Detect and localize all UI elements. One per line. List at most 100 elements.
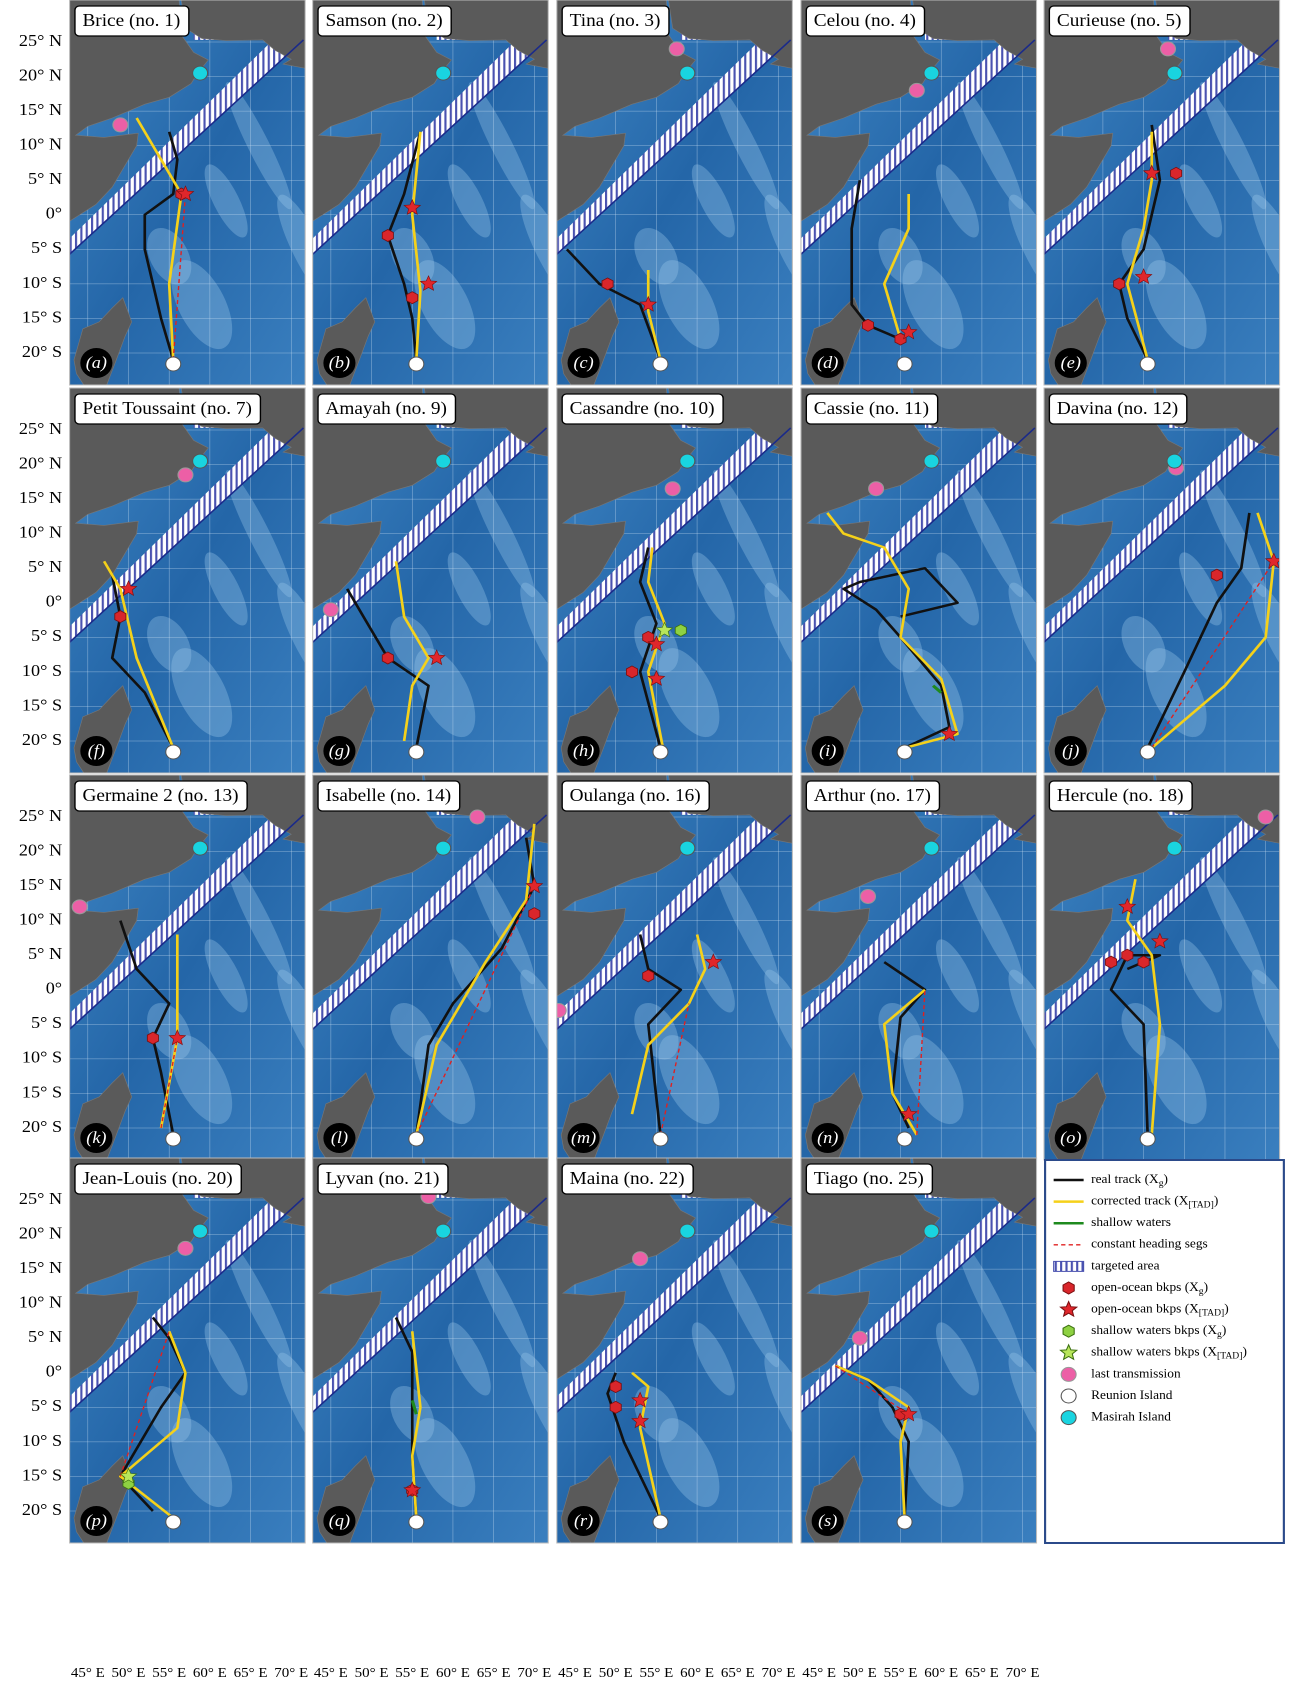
panel-title: Cassie (no. 11) bbox=[814, 399, 929, 419]
panel-title: Oulanga (no. 16) bbox=[570, 786, 701, 806]
legend: real track (Xg)corrected track (X[TAD])s… bbox=[1045, 1160, 1284, 1543]
reunion-island bbox=[166, 1132, 181, 1146]
legend-text: ) bbox=[1214, 1193, 1218, 1207]
reunion-island bbox=[653, 745, 668, 759]
last-transmission bbox=[323, 603, 338, 617]
open-ocean-bkp bbox=[643, 970, 654, 982]
lon-label: 60° E bbox=[193, 1666, 227, 1681]
lat-label: 25° N bbox=[19, 805, 62, 824]
lat-label: 25° N bbox=[19, 418, 62, 437]
reunion-island bbox=[897, 745, 912, 759]
lat-label: 0° bbox=[46, 1361, 62, 1380]
legend-text: real track (X bbox=[1091, 1171, 1159, 1185]
legend-icon bbox=[1054, 1261, 1084, 1271]
lon-label: 65° E bbox=[234, 1666, 268, 1681]
reunion-island bbox=[1140, 1132, 1155, 1146]
legend-text: shallow waters bbox=[1091, 1214, 1171, 1228]
panel-letter: (c) bbox=[573, 352, 593, 371]
masirah-island bbox=[436, 841, 451, 855]
lat-label: 5° N bbox=[28, 557, 62, 576]
lon-label: 60° E bbox=[924, 1666, 958, 1681]
masirah-island bbox=[680, 1224, 695, 1238]
masirah-island bbox=[193, 841, 208, 855]
lon-label: 50° E bbox=[843, 1666, 877, 1681]
lat-label: 10° N bbox=[19, 522, 62, 541]
last-transmission bbox=[113, 118, 128, 132]
panel-letter: (n) bbox=[817, 1127, 838, 1146]
legend-icon bbox=[1063, 1325, 1074, 1337]
lat-label: 20° S bbox=[22, 1116, 62, 1135]
panel-letter: (f) bbox=[88, 740, 105, 759]
legend-text: open-ocean bkps (X bbox=[1091, 1301, 1199, 1315]
panel-letter: (h) bbox=[573, 740, 594, 759]
reunion-island bbox=[166, 745, 181, 759]
panel-letter: (g) bbox=[329, 740, 350, 759]
panel-letter: (o) bbox=[1060, 1127, 1081, 1146]
panel-title: Hercule (no. 18) bbox=[1057, 786, 1184, 806]
legend-text: last transmission bbox=[1091, 1366, 1181, 1380]
panel-letter: (i) bbox=[819, 740, 836, 759]
lat-label: 15° N bbox=[19, 488, 62, 507]
lat-label: 5° S bbox=[31, 1396, 62, 1415]
masirah-island bbox=[1167, 66, 1182, 80]
legend-text: Reunion Island bbox=[1091, 1387, 1173, 1401]
reunion-island bbox=[653, 1132, 668, 1146]
legend-subscript: [TAD] bbox=[1188, 1201, 1213, 1211]
lon-label: 65° E bbox=[721, 1666, 755, 1681]
reunion-island bbox=[653, 1515, 668, 1529]
panel-letter: (p) bbox=[86, 1510, 107, 1529]
lat-label: 5° S bbox=[31, 1013, 62, 1032]
lat-label: 10° S bbox=[22, 1047, 62, 1066]
last-transmission bbox=[869, 482, 884, 496]
legend-label: shallow waters bbox=[1091, 1214, 1171, 1228]
panel-letter: (m) bbox=[571, 1127, 596, 1146]
panel-title: Arthur (no. 17) bbox=[814, 786, 931, 806]
legend-icon bbox=[1061, 1389, 1076, 1403]
lat-label: 0° bbox=[46, 591, 62, 610]
legend-icon bbox=[1063, 1282, 1074, 1294]
reunion-island bbox=[409, 1515, 424, 1529]
last-transmission bbox=[665, 482, 680, 496]
panel-letter: (a) bbox=[86, 352, 107, 371]
masirah-island bbox=[924, 1224, 939, 1238]
lon-label: 45° E bbox=[71, 1666, 105, 1681]
reunion-island bbox=[1140, 745, 1155, 759]
lon-label: 50° E bbox=[599, 1666, 633, 1681]
legend-label: last transmission bbox=[1091, 1366, 1181, 1380]
panel-title: Maina (no. 22) bbox=[570, 1169, 685, 1189]
lat-label: 5° N bbox=[28, 1327, 62, 1346]
legend-text: ) bbox=[1222, 1322, 1226, 1336]
lat-label: 20° N bbox=[19, 453, 62, 472]
open-ocean-bkp bbox=[407, 292, 418, 304]
reunion-island bbox=[409, 1132, 424, 1146]
legend-text: Masirah Island bbox=[1091, 1409, 1171, 1423]
panel-title: Brice (no. 1) bbox=[82, 11, 180, 31]
reunion-island bbox=[166, 357, 181, 371]
open-ocean-bkp bbox=[529, 908, 540, 920]
last-transmission bbox=[669, 42, 684, 56]
panel-title: Samson (no. 2) bbox=[326, 11, 443, 31]
panel-title: Amayah (no. 9) bbox=[326, 399, 447, 419]
reunion-island bbox=[653, 357, 668, 371]
legend-icon bbox=[1061, 1411, 1076, 1425]
lat-label: 25° N bbox=[19, 1188, 62, 1207]
masirah-island bbox=[924, 454, 939, 468]
masirah-island bbox=[436, 1224, 451, 1238]
lon-label: 50° E bbox=[355, 1666, 389, 1681]
masirah-island bbox=[924, 66, 939, 80]
last-transmission bbox=[860, 889, 875, 903]
shallow-bkp bbox=[675, 624, 686, 636]
masirah-island bbox=[1167, 841, 1182, 855]
masirah-island bbox=[193, 66, 208, 80]
open-ocean-bkp bbox=[626, 666, 637, 678]
reunion-island bbox=[166, 1515, 181, 1529]
legend-text: ) bbox=[1224, 1301, 1228, 1315]
open-ocean-bkp bbox=[1114, 278, 1125, 290]
legend-label: targeted area bbox=[1091, 1258, 1160, 1272]
open-ocean-bkp bbox=[1122, 949, 1133, 961]
panel-title: Curieuse (no. 5) bbox=[1057, 11, 1182, 31]
panel-letter: (r) bbox=[574, 1510, 593, 1529]
masirah-island bbox=[680, 66, 695, 80]
panel-title: Cassandre (no. 10) bbox=[570, 399, 715, 419]
legend-text: targeted area bbox=[1091, 1258, 1160, 1272]
